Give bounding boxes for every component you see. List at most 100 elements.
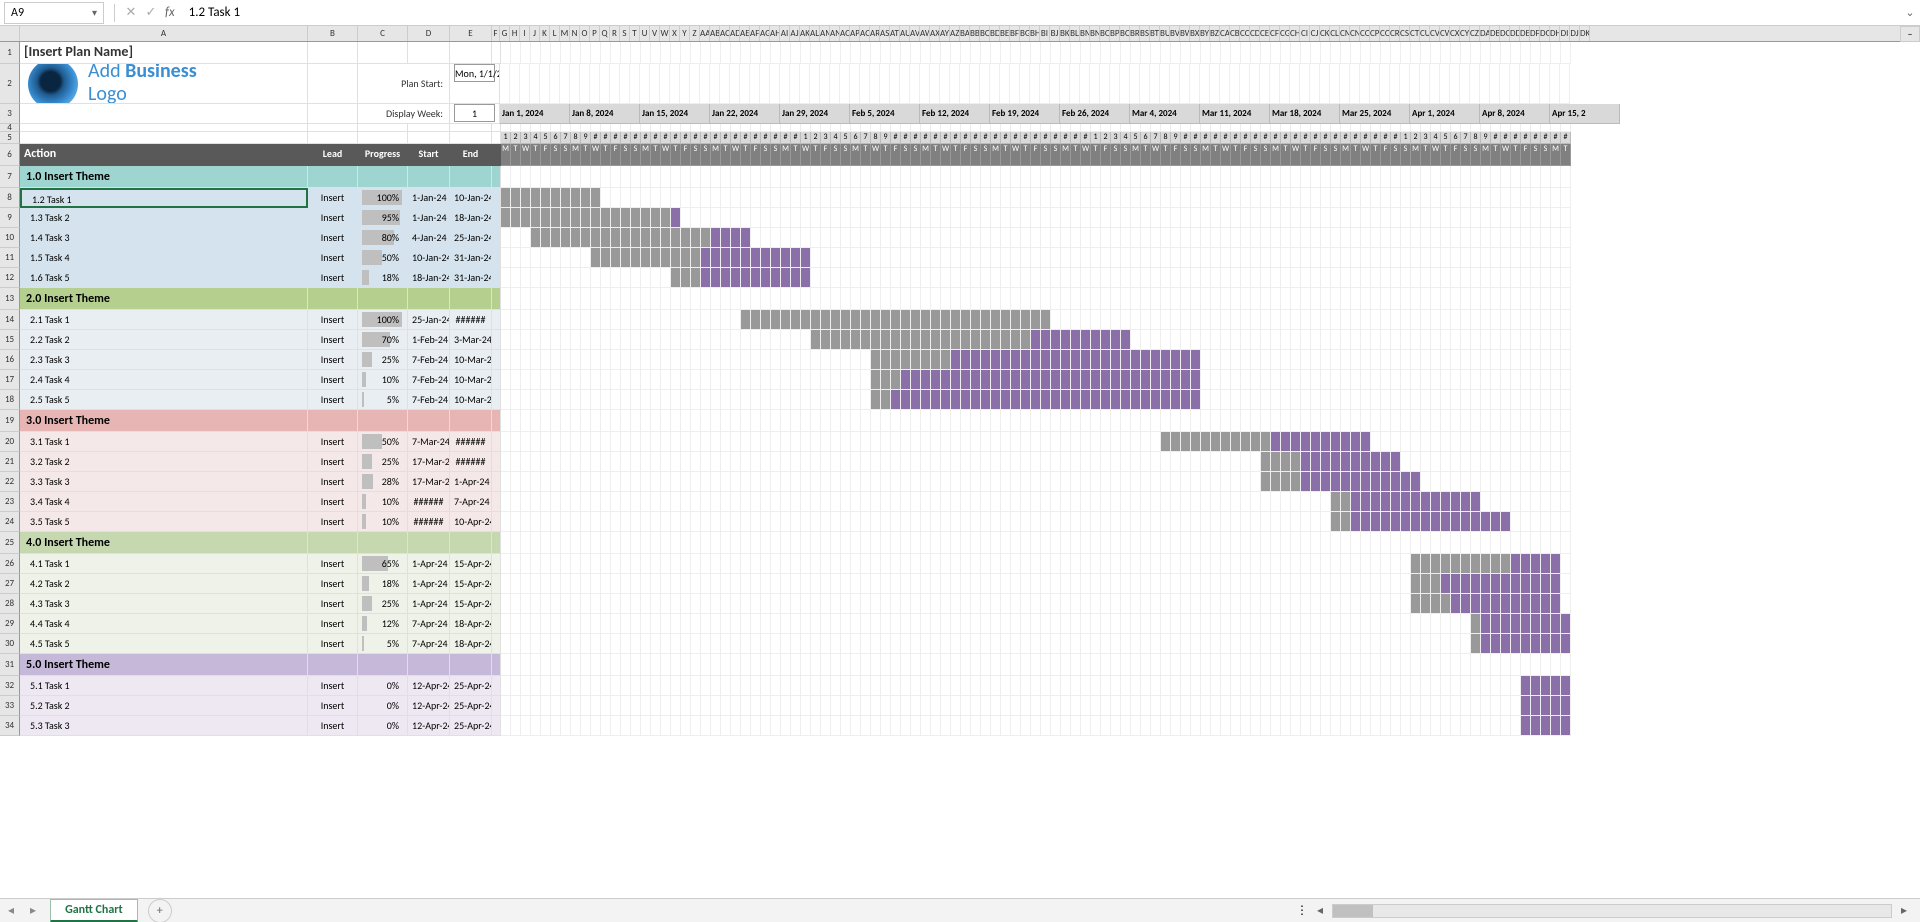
- column-header[interactable]: AW: [920, 26, 930, 41]
- cell[interactable]: [308, 132, 358, 144]
- cell[interactable]: [761, 654, 771, 676]
- gantt-day[interactable]: [1301, 574, 1311, 594]
- cell[interactable]: [1281, 42, 1291, 64]
- gantt-day[interactable]: [1291, 188, 1301, 208]
- cell[interactable]: [1201, 410, 1211, 432]
- cell[interactable]: [551, 654, 561, 676]
- gantt-day[interactable]: [1041, 370, 1051, 390]
- gantt-day[interactable]: [1281, 188, 1291, 208]
- gantt-day[interactable]: [1301, 390, 1311, 410]
- cell[interactable]: [791, 654, 801, 676]
- cell[interactable]: [1371, 124, 1381, 132]
- gantt-day[interactable]: [671, 554, 681, 574]
- row-header[interactable]: 25: [0, 532, 20, 554]
- gantt-day[interactable]: [861, 390, 871, 410]
- cell[interactable]: [1021, 166, 1031, 188]
- gantt-day[interactable]: [1011, 492, 1021, 512]
- gantt-day[interactable]: [1261, 492, 1271, 512]
- gantt-day[interactable]: [661, 574, 671, 594]
- gantt-day[interactable]: [881, 492, 891, 512]
- cell[interactable]: [881, 288, 891, 310]
- gantt-day[interactable]: [771, 554, 781, 574]
- gantt-day[interactable]: [601, 614, 611, 634]
- gantt-day[interactable]: [1051, 492, 1061, 512]
- gantt-day[interactable]: [791, 208, 801, 228]
- cell[interactable]: [1441, 166, 1451, 188]
- gantt-day[interactable]: [731, 512, 741, 532]
- gantt-day[interactable]: [1001, 228, 1011, 248]
- gantt-day[interactable]: [651, 634, 661, 654]
- gantt-day[interactable]: [981, 696, 991, 716]
- gantt-day[interactable]: [1491, 310, 1501, 330]
- gantt-day[interactable]: [721, 452, 731, 472]
- gantt-day[interactable]: [1281, 208, 1291, 228]
- gantt-day[interactable]: [601, 492, 611, 512]
- gantt-day[interactable]: [1021, 370, 1031, 390]
- gantt-day[interactable]: [731, 350, 741, 370]
- column-header[interactable]: F: [492, 26, 500, 41]
- gantt-day[interactable]: [601, 248, 611, 268]
- gantt-day[interactable]: [1481, 512, 1491, 532]
- gantt-day[interactable]: [1251, 696, 1261, 716]
- gantt-day[interactable]: [1021, 492, 1031, 512]
- gantt-day[interactable]: [1461, 676, 1471, 696]
- cell[interactable]: [571, 532, 581, 554]
- gantt-day[interactable]: [621, 594, 631, 614]
- gantt-day[interactable]: [1181, 248, 1191, 268]
- cell[interactable]: [971, 124, 981, 132]
- cell[interactable]: [1551, 288, 1561, 310]
- gantt-day[interactable]: [1301, 370, 1311, 390]
- gantt-day[interactable]: [1451, 554, 1461, 574]
- cell[interactable]: [751, 166, 761, 188]
- gantt-day[interactable]: [521, 350, 531, 370]
- cell[interactable]: [590, 64, 600, 104]
- gantt-day[interactable]: [781, 472, 791, 492]
- gantt-day[interactable]: [561, 634, 571, 654]
- gantt-day[interactable]: [651, 574, 661, 594]
- cell[interactable]: [541, 288, 551, 310]
- gantt-day[interactable]: [1231, 268, 1241, 288]
- cell[interactable]: [1161, 654, 1171, 676]
- gantt-day[interactable]: [1081, 696, 1091, 716]
- task-progress[interactable]: 95%: [358, 208, 408, 228]
- gantt-day[interactable]: [1321, 268, 1331, 288]
- cell[interactable]: [911, 410, 921, 432]
- column-header[interactable]: DD: [1510, 26, 1520, 41]
- gantt-day[interactable]: [691, 614, 701, 634]
- gantt-day[interactable]: [1361, 268, 1371, 288]
- gantt-day[interactable]: [1521, 228, 1531, 248]
- gantt-day[interactable]: [1291, 208, 1301, 228]
- cell[interactable]: [1131, 42, 1141, 64]
- gantt-day[interactable]: [741, 452, 751, 472]
- gantt-day[interactable]: [821, 432, 831, 452]
- cell[interactable]: [1261, 654, 1271, 676]
- gantt-day[interactable]: [1201, 614, 1211, 634]
- gantt-day[interactable]: [1061, 676, 1071, 696]
- gantt-day[interactable]: [571, 594, 581, 614]
- column-header[interactable]: W: [660, 26, 670, 41]
- gantt-day[interactable]: [621, 472, 631, 492]
- task-start[interactable]: 12-Apr-24: [408, 696, 450, 716]
- gantt-day[interactable]: [1041, 390, 1051, 410]
- gantt-day[interactable]: [1441, 268, 1451, 288]
- gantt-day[interactable]: [1161, 696, 1171, 716]
- gantt-day[interactable]: [641, 472, 651, 492]
- gantt-day[interactable]: [1061, 512, 1071, 532]
- cell[interactable]: [781, 166, 791, 188]
- gantt-day[interactable]: [721, 554, 731, 574]
- cell[interactable]: [571, 288, 581, 310]
- column-header[interactable]: AH: [770, 26, 780, 41]
- cell[interactable]: [561, 42, 571, 64]
- gantt-day[interactable]: [1031, 310, 1041, 330]
- gantt-day[interactable]: [801, 188, 811, 208]
- cell[interactable]: [1160, 64, 1170, 104]
- task-start[interactable]: 7-Apr-24: [408, 614, 450, 634]
- gantt-day[interactable]: [941, 330, 951, 350]
- gantt-day[interactable]: [671, 676, 681, 696]
- gantt-day[interactable]: [1561, 248, 1571, 268]
- gantt-day[interactable]: [1281, 330, 1291, 350]
- cell[interactable]: [1130, 64, 1140, 104]
- cell[interactable]: [1451, 288, 1461, 310]
- gantt-day[interactable]: [1211, 512, 1221, 532]
- column-header[interactable]: BV: [1170, 26, 1180, 41]
